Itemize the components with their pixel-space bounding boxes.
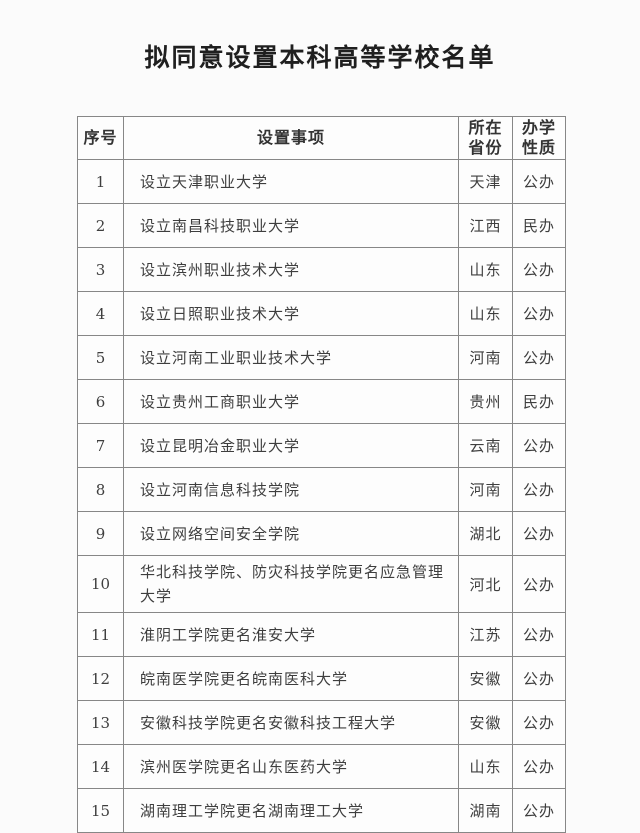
row-number-cell: 12 (77, 656, 124, 701)
table-row: 10 华北科技学院、防灾科技学院更名应急管理大学 河北 公办 (77, 555, 566, 613)
province-cell: 山东 (458, 744, 513, 789)
province-cell: 河北 (458, 555, 513, 613)
province-cell: 山东 (458, 247, 513, 292)
nature-cell: 公办 (512, 291, 566, 336)
item-cell: 设立天津职业大学 (123, 159, 459, 204)
row-number-cell: 1 (77, 159, 124, 204)
row-number-cell: 11 (77, 612, 124, 657)
nature-cell: 公办 (512, 700, 566, 745)
item-cell: 湖南理工学院更名湖南理工大学 (123, 788, 459, 833)
table-row: 5 设立河南工业职业技术大学 河南 公办 (77, 335, 566, 380)
nature-cell: 公办 (512, 159, 566, 204)
table-row: 2 设立南昌科技职业大学 江西 民办 (77, 203, 566, 248)
row-number-cell: 6 (77, 379, 124, 424)
nature-cell: 公办 (512, 247, 566, 292)
item-cell: 设立贵州工商职业大学 (123, 379, 459, 424)
item-cell: 设立日照职业技术大学 (123, 291, 459, 336)
table-row: 1 设立天津职业大学 天津 公办 (77, 159, 566, 204)
table-row: 13 安徽科技学院更名安徽科技工程大学 安徽 公办 (77, 700, 566, 745)
table-row: 9 设立网络空间安全学院 湖北 公办 (77, 511, 566, 556)
nature-cell: 公办 (512, 788, 566, 833)
school-list-table: 序号 设置事项 所在 省份 办学 性质 1 设立天津职业大学 天津 公办 2 设立南昌科技… (77, 116, 566, 833)
province-cell: 天津 (458, 159, 513, 204)
row-number-cell: 2 (77, 203, 124, 248)
table-row: 6 设立贵州工商职业大学 贵州 民办 (77, 379, 566, 424)
item-cell: 设立河南信息科技学院 (123, 467, 459, 512)
province-cell: 贵州 (458, 379, 513, 424)
item-cell: 皖南医学院更名皖南医科大学 (123, 656, 459, 701)
province-cell: 安徽 (458, 700, 513, 745)
header-cell-nature: 办学 性质 (512, 116, 566, 160)
row-number-cell: 9 (77, 511, 124, 556)
nature-cell: 民办 (512, 203, 566, 248)
table-row: 14 滨州医学院更名山东医药大学 山东 公办 (77, 744, 566, 789)
province-cell: 云南 (458, 423, 513, 468)
province-cell: 山东 (458, 291, 513, 336)
table-row: 12 皖南医学院更名皖南医科大学 安徽 公办 (77, 656, 566, 701)
row-number-cell: 14 (77, 744, 124, 789)
table-header-row: 序号 设置事项 所在 省份 办学 性质 (77, 116, 566, 160)
row-number-cell: 3 (77, 247, 124, 292)
province-cell: 江西 (458, 203, 513, 248)
province-cell: 湖北 (458, 511, 513, 556)
item-cell: 设立河南工业职业技术大学 (123, 335, 459, 380)
row-number-cell: 4 (77, 291, 124, 336)
row-number-cell: 8 (77, 467, 124, 512)
item-cell: 设立网络空间安全学院 (123, 511, 459, 556)
header-cell-province: 所在 省份 (458, 116, 513, 160)
row-number-cell: 10 (77, 555, 124, 613)
table-row: 4 设立日照职业技术大学 山东 公办 (77, 291, 566, 336)
item-cell: 设立昆明冶金职业大学 (123, 423, 459, 468)
page-title: 拟同意设置本科高等学校名单 (144, 43, 496, 72)
table-row: 11 淮阴工学院更名淮安大学 江苏 公办 (77, 612, 566, 657)
province-cell: 安徽 (458, 656, 513, 701)
row-number-cell: 13 (77, 700, 124, 745)
nature-cell: 公办 (512, 467, 566, 512)
item-cell: 设立滨州职业技术大学 (123, 247, 459, 292)
table-row: 15 湖南理工学院更名湖南理工大学 湖南 公办 (77, 788, 566, 833)
nature-cell: 公办 (512, 423, 566, 468)
table-header: 序号 设置事项 所在 省份 办学 性质 (77, 116, 566, 160)
table-row: 3 设立滨州职业技术大学 山东 公办 (77, 247, 566, 292)
table-body: 1 设立天津职业大学 天津 公办 2 设立南昌科技职业大学 江西 民办 3 设立滨州职业技术大学山… (77, 159, 566, 833)
province-cell: 湖南 (458, 788, 513, 833)
province-cell: 江苏 (458, 612, 513, 657)
row-number-cell: 15 (77, 788, 124, 833)
nature-cell: 公办 (512, 335, 566, 380)
item-cell: 设立南昌科技职业大学 (123, 203, 459, 248)
table-row: 7 设立昆明冶金职业大学 云南 公办 (77, 423, 566, 468)
header-cell-no: 序号 (77, 116, 124, 160)
nature-cell: 公办 (512, 555, 566, 613)
item-cell: 淮阴工学院更名淮安大学 (123, 612, 459, 657)
row-number-cell: 5 (77, 335, 124, 380)
nature-cell: 民办 (512, 379, 566, 424)
row-number-cell: 7 (77, 423, 124, 468)
item-cell: 华北科技学院、防灾科技学院更名应急管理大学 (123, 555, 459, 613)
nature-cell: 公办 (512, 744, 566, 789)
province-cell: 河南 (458, 335, 513, 380)
table-row: 8 设立河南信息科技学院 河南 公办 (77, 467, 566, 512)
document-page: { "page": { "title": "拟同意设置本科高等学校名单" }, … (77, 43, 566, 833)
item-cell: 滨州医学院更名山东医药大学 (123, 744, 459, 789)
nature-cell: 公办 (512, 612, 566, 657)
header-cell-item: 设置事项 (123, 116, 459, 160)
nature-cell: 公办 (512, 656, 566, 701)
province-cell: 河南 (458, 467, 513, 512)
item-cell: 安徽科技学院更名安徽科技工程大学 (123, 700, 459, 745)
nature-cell: 公办 (512, 511, 566, 556)
